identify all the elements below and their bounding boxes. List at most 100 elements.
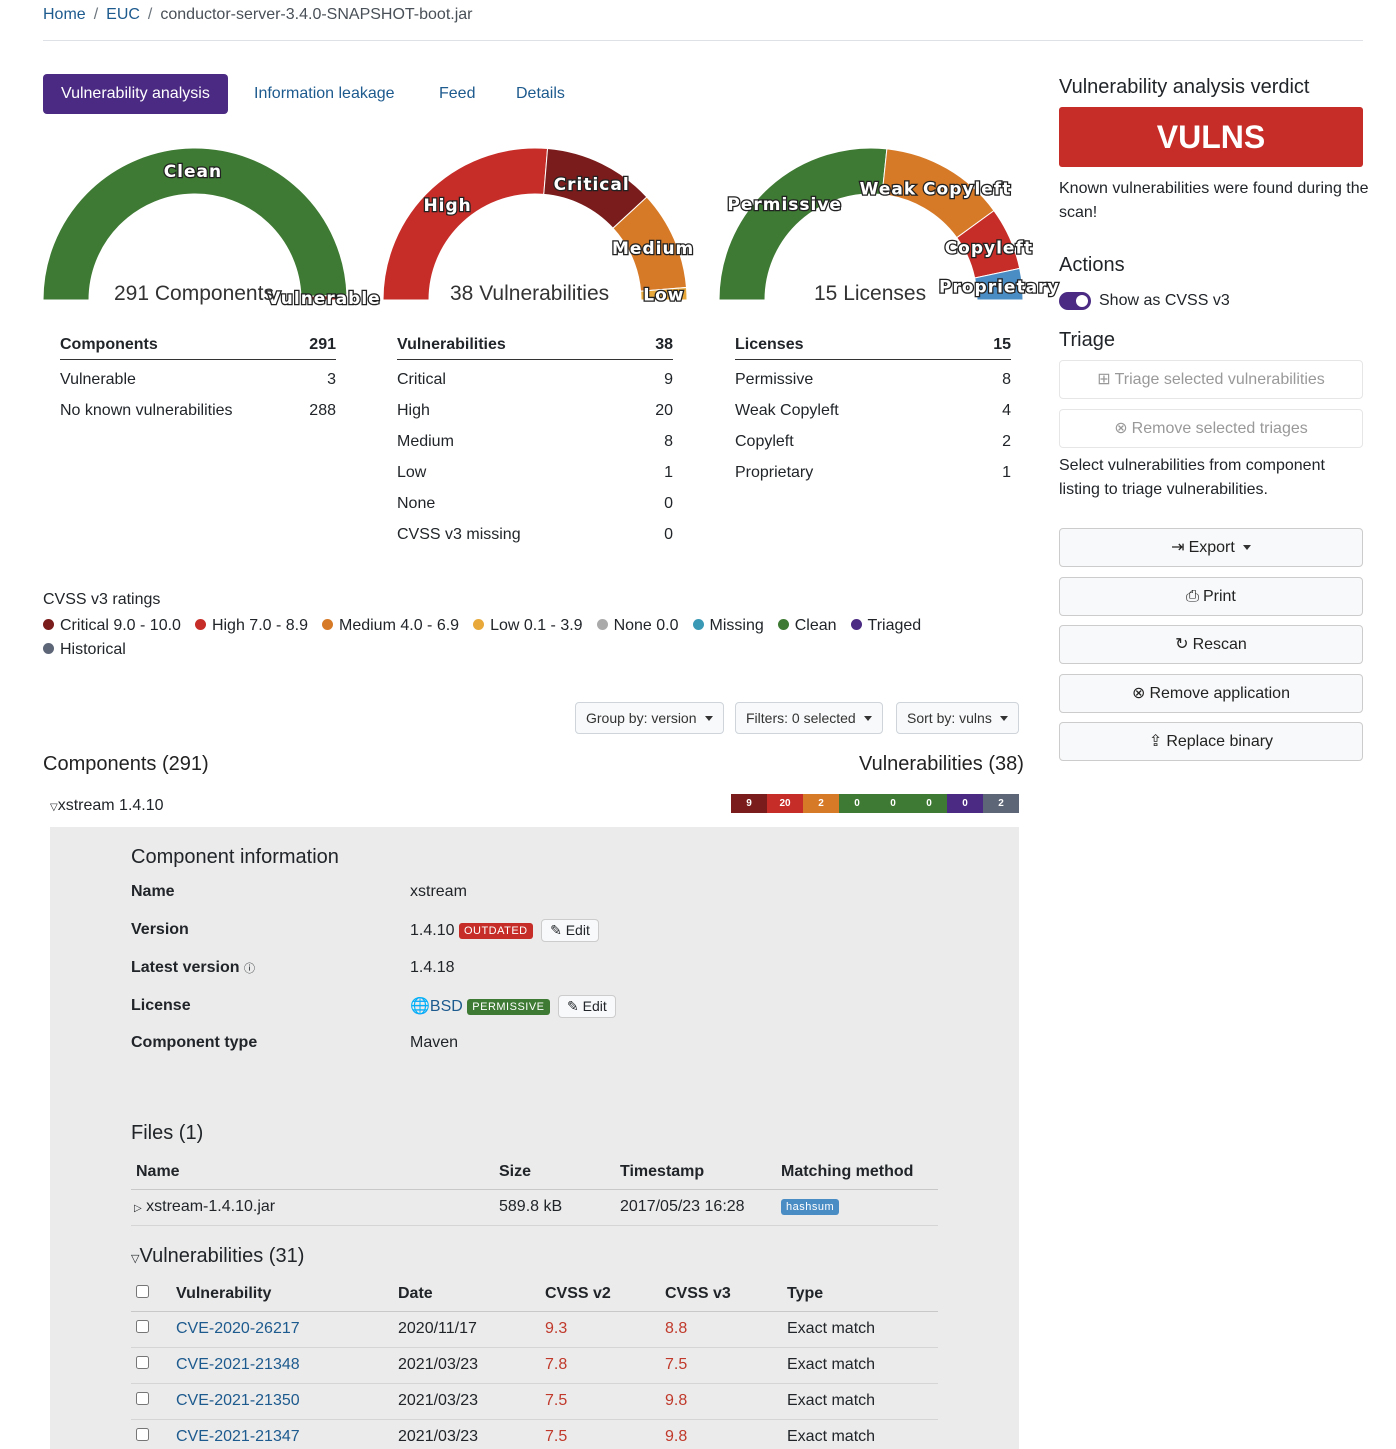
replace-binary-button[interactable]: ⇪ Replace binary xyxy=(1059,722,1363,761)
vuln-link[interactable]: CVE-2021-21347 xyxy=(176,1428,300,1445)
licenses-summary: Licenses 15 Permissive 8 Weak Copyleft 4 Co… xyxy=(735,336,1011,488)
summary-row: Vulnerable 3 xyxy=(60,371,336,388)
gauge-segment xyxy=(42,147,348,301)
licenses-gauge-center-label: 15 Licenses xyxy=(814,282,927,305)
remove-triages-button[interactable]: ⊗ Remove selected triages xyxy=(1059,409,1363,448)
select-all-checkbox[interactable] xyxy=(136,1284,149,1298)
triage-selected-button[interactable]: ⊞ Triage selected vulnerabilities xyxy=(1059,360,1363,399)
gauge-segment-label: Vulnerable xyxy=(267,289,381,309)
vulnerabilities-toggle[interactable]: ▽Vulnerabilities (31) xyxy=(131,1245,305,1267)
vuln-count-segment: 0 xyxy=(839,794,875,813)
tab-feed[interactable]: Feed xyxy=(439,85,476,102)
vulns-header-type: Type xyxy=(787,1277,938,1312)
vuln-link[interactable]: CVE-2021-21348 xyxy=(176,1356,300,1373)
version-value: 1.4.10 xyxy=(410,922,455,939)
verdict-title: Vulnerability analysis verdict xyxy=(1059,76,1310,98)
vuln-checkbox[interactable] xyxy=(136,1428,149,1441)
legend-dot-icon xyxy=(850,619,862,630)
legend-item: Missing xyxy=(692,614,764,638)
tab-vulnerability-analysis[interactable]: Vulnerability analysis xyxy=(43,74,228,114)
divider xyxy=(43,40,1363,41)
files-header-size: Size xyxy=(499,1155,620,1190)
tab-details[interactable]: Details xyxy=(516,85,565,102)
summary-total: 15 xyxy=(993,336,1011,353)
caret-down-icon xyxy=(863,716,872,721)
component-row-toggle[interactable]: ▽xstream 1.4.10 xyxy=(50,797,164,815)
legend-dot-icon xyxy=(473,619,485,630)
vuln-count-segment: 2 xyxy=(803,794,839,813)
gauge-segment-label: Proprietary xyxy=(939,278,1060,298)
refresh-icon: ↻ xyxy=(1175,636,1189,653)
sort-by-dropdown[interactable]: Sort by: vulns xyxy=(896,702,1019,734)
x-circle-icon: ⊗ xyxy=(1132,685,1146,702)
gauge-segment-label: Copyleft xyxy=(945,239,1033,259)
legend-item: Historical xyxy=(43,638,126,662)
files-table: Name Size Timestamp Matching method ▷ xs… xyxy=(131,1155,938,1226)
cvss-v3-toggle-label: Show as CVSS v3 xyxy=(1099,292,1230,309)
rescan-button[interactable]: ↻ Rescan xyxy=(1059,625,1363,664)
triangle-down-icon: ▽ xyxy=(131,1253,140,1265)
export-button[interactable]: ⇥ Export xyxy=(1059,528,1363,567)
group-by-dropdown[interactable]: Group by: version xyxy=(575,702,724,734)
gauge-segment xyxy=(300,294,348,301)
gauge-segment-label: Critical xyxy=(554,175,630,195)
legend-dot-icon xyxy=(692,619,704,630)
breadcrumb: Home / EUC / conductor-server-3.4.0-SNAPSHOT… xyxy=(43,6,473,23)
triangle-down-icon: ▽ xyxy=(50,802,58,813)
breadcrumb-home[interactable]: Home xyxy=(43,6,86,23)
legend-item: High 7.0 - 8.9 xyxy=(194,614,308,638)
legend-dot-icon xyxy=(43,619,54,630)
legend-dot-icon xyxy=(596,619,608,630)
triage-hint: Select vulnerabilities from component li… xyxy=(1059,457,1325,498)
component-type-value: Maven xyxy=(410,1034,459,1051)
gauge-segment-label: Medium xyxy=(612,239,694,259)
pencil-icon: ✎ xyxy=(550,922,562,938)
files-header-method: Matching method xyxy=(781,1155,938,1190)
tab-information-leakage[interactable]: Information leakage xyxy=(254,85,395,102)
info-icon: ⓘ xyxy=(243,963,255,975)
licenses-summary-header: Licenses 15 xyxy=(735,336,1011,360)
vuln-count-segment: 20 xyxy=(767,794,803,813)
legend-item: Critical 9.0 - 10.0 xyxy=(43,614,181,638)
print-button[interactable]: ⎙ Print xyxy=(1059,577,1363,616)
components-gauge: Clean Vulnerable 291 Components xyxy=(30,140,381,310)
summary-row: Low 1 xyxy=(397,464,673,481)
latest-version-value: 1.4.18 xyxy=(410,959,455,976)
file-row[interactable]: ▷ xstream-1.4.10.jar 589.8 kB 2017/05/23… xyxy=(131,1189,938,1226)
components-gauge-center-label: 291 Components xyxy=(114,282,274,305)
edit-version-button[interactable]: ✎ Edit xyxy=(541,919,599,942)
version-label: Version xyxy=(131,921,189,938)
vuln-checkbox[interactable] xyxy=(136,1356,149,1369)
vuln-row: CVE-2021-21347 2021/03/23 7.5 9.8 Exact … xyxy=(131,1419,938,1449)
component-name: xstream 1.4.10 xyxy=(57,797,164,814)
latest-version-label: Latest version ⓘ xyxy=(131,959,255,976)
breadcrumb-group[interactable]: EUC xyxy=(106,6,140,23)
edit-license-button[interactable]: ✎ Edit xyxy=(557,995,616,1018)
summary-row: Permissive 8 xyxy=(735,371,1011,388)
actions-title: Actions xyxy=(1059,254,1125,276)
license-link[interactable]: BSD xyxy=(429,998,463,1015)
vuln-checkbox[interactable] xyxy=(136,1392,149,1405)
triage-title: Triage xyxy=(1059,329,1115,351)
license-label: License xyxy=(131,997,191,1014)
cvss-v3-toggle[interactable] xyxy=(1059,292,1091,310)
remove-application-button[interactable]: ⊗ Remove application xyxy=(1059,674,1363,713)
vulns-header-cvss-v3: CVSS v3 xyxy=(665,1277,787,1312)
legend-dot-icon xyxy=(777,619,789,630)
x-circle-icon: ⊗ xyxy=(1114,420,1128,437)
vulnerabilities-table: Vulnerability Date CVSS v2 CVSS v3 Type … xyxy=(131,1277,938,1449)
summary-row: Critical 9 xyxy=(397,371,673,388)
vuln-link[interactable]: CVE-2021-21350 xyxy=(176,1392,300,1409)
legend-dot-icon xyxy=(194,619,206,630)
vuln-count-segment: 9 xyxy=(731,794,767,813)
vuln-link[interactable]: CVE-2020-26217 xyxy=(176,1320,300,1337)
licenses-gauge: Permissive Weak Copyleft Copyleft Proprieta… xyxy=(706,140,1060,310)
caret-down-icon xyxy=(999,716,1008,721)
summary-row: Proprietary 1 xyxy=(735,464,1011,481)
vuln-row: CVE-2021-21348 2021/03/23 7.8 7.5 Exact … xyxy=(131,1347,938,1384)
components-summary: Components 291 Vulnerable 3 No known vulne… xyxy=(60,336,336,426)
filters-dropdown[interactable]: Filters: 0 selected xyxy=(735,702,883,734)
vuln-checkbox[interactable] xyxy=(136,1320,149,1333)
name-label: Name xyxy=(131,883,175,900)
gauge-segment-label: Clean xyxy=(164,162,222,182)
